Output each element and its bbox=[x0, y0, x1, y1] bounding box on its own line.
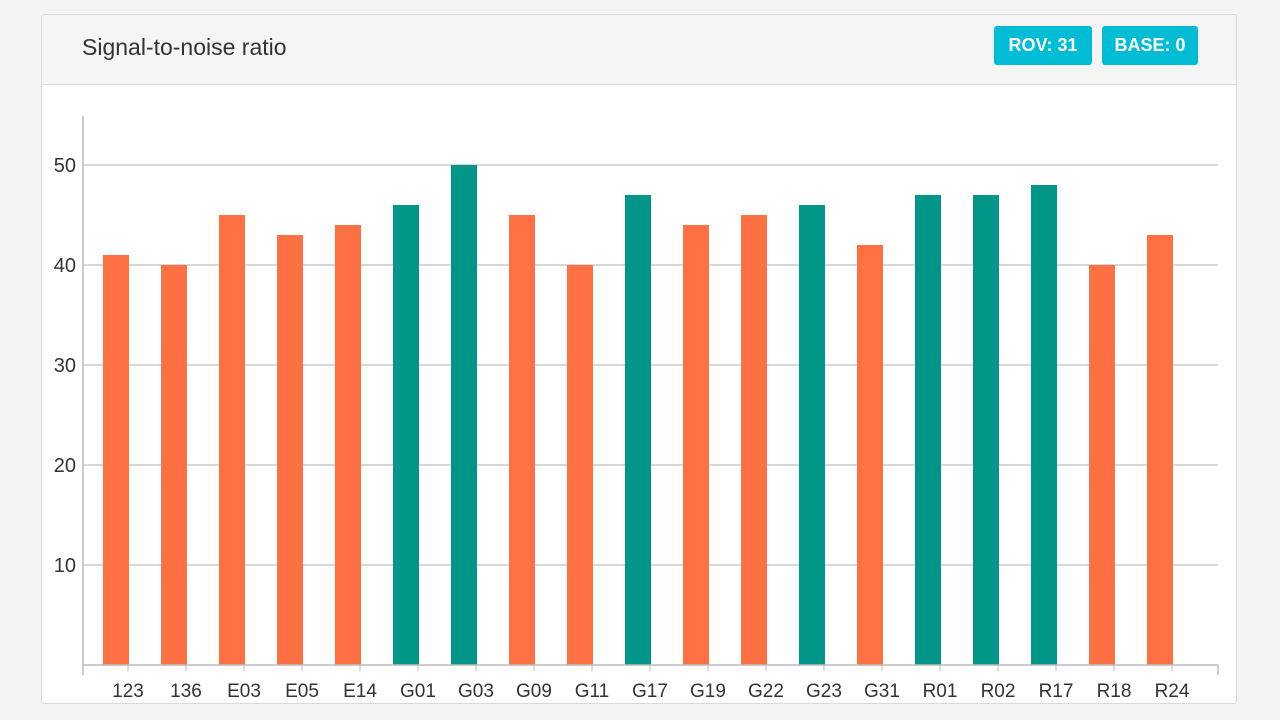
x-tick-label: G01 bbox=[400, 681, 436, 702]
bar-R01[interactable] bbox=[915, 195, 941, 665]
x-tick-label: G17 bbox=[632, 681, 668, 702]
y-tick-label: 50 bbox=[54, 155, 76, 177]
bar-R02[interactable] bbox=[973, 195, 999, 665]
bar-G22[interactable] bbox=[741, 215, 767, 665]
bar-R18[interactable] bbox=[1089, 265, 1115, 665]
y-tick-labels: 10 20 30 40 50 bbox=[54, 155, 76, 577]
x-tick-label: 123 bbox=[112, 681, 144, 702]
bar-G19[interactable] bbox=[683, 225, 709, 665]
bar-136[interactable] bbox=[161, 265, 187, 665]
bar-chart: 10 20 30 40 50 123 136 E03 E05 E14 G01 G03 G09 G11 G1… bbox=[54, 116, 1219, 702]
x-tick-label: G09 bbox=[516, 681, 552, 702]
bar-R24[interactable] bbox=[1147, 235, 1173, 665]
bar-E03[interactable] bbox=[219, 215, 245, 665]
bar-E05[interactable] bbox=[277, 235, 303, 665]
x-tick-label: E14 bbox=[343, 681, 377, 702]
x-tick-label: G23 bbox=[806, 681, 842, 702]
x-tick-label: G03 bbox=[458, 681, 494, 702]
bar-G09[interactable] bbox=[509, 215, 535, 665]
x-tick-label: G19 bbox=[690, 681, 726, 702]
bar-G31[interactable] bbox=[857, 245, 883, 665]
bar-R17[interactable] bbox=[1031, 185, 1057, 665]
base-badge[interactable]: BASE: 0 bbox=[1102, 26, 1198, 65]
x-tick-label: G31 bbox=[864, 681, 900, 702]
bar-G03[interactable] bbox=[451, 165, 477, 665]
x-tick-label: R24 bbox=[1155, 681, 1190, 702]
bars bbox=[103, 165, 1173, 665]
bar-G23[interactable] bbox=[799, 205, 825, 665]
axes bbox=[82, 116, 1219, 675]
bar-G17[interactable] bbox=[625, 195, 651, 665]
bar-G01[interactable] bbox=[393, 205, 419, 665]
x-tick-label: R17 bbox=[1039, 681, 1074, 702]
x-tick-label: R18 bbox=[1097, 681, 1132, 702]
x-tick-label: G22 bbox=[748, 681, 784, 702]
x-tick-label: R01 bbox=[923, 681, 958, 702]
bar-123[interactable] bbox=[103, 255, 129, 665]
y-tick-label: 30 bbox=[54, 355, 76, 377]
x-tick-label: E03 bbox=[227, 681, 261, 702]
snr-panel: Signal-to-noise ratio ROV: 31 BASE: 0 10… bbox=[41, 14, 1237, 704]
panel-title: Signal-to-noise ratio bbox=[82, 34, 287, 60]
y-tick-label: 10 bbox=[54, 555, 76, 577]
x-tick-label: E05 bbox=[285, 681, 319, 702]
y-tick-label: 20 bbox=[54, 455, 76, 477]
x-tick-labels: 123 136 E03 E05 E14 G01 G03 G09 G11 G17 G19 G22 G23 G… bbox=[112, 681, 1190, 702]
bar-G11[interactable] bbox=[567, 265, 593, 665]
panel-header: Signal-to-noise ratio ROV: 31 BASE: 0 bbox=[42, 15, 1236, 85]
x-tick-label: G11 bbox=[575, 681, 610, 702]
x-tick-label: 136 bbox=[170, 681, 202, 702]
bar-E14[interactable] bbox=[335, 225, 361, 665]
rov-badge[interactable]: ROV: 31 bbox=[994, 26, 1092, 65]
y-tick-label: 40 bbox=[54, 255, 76, 277]
x-tick-label: R02 bbox=[981, 681, 1016, 702]
